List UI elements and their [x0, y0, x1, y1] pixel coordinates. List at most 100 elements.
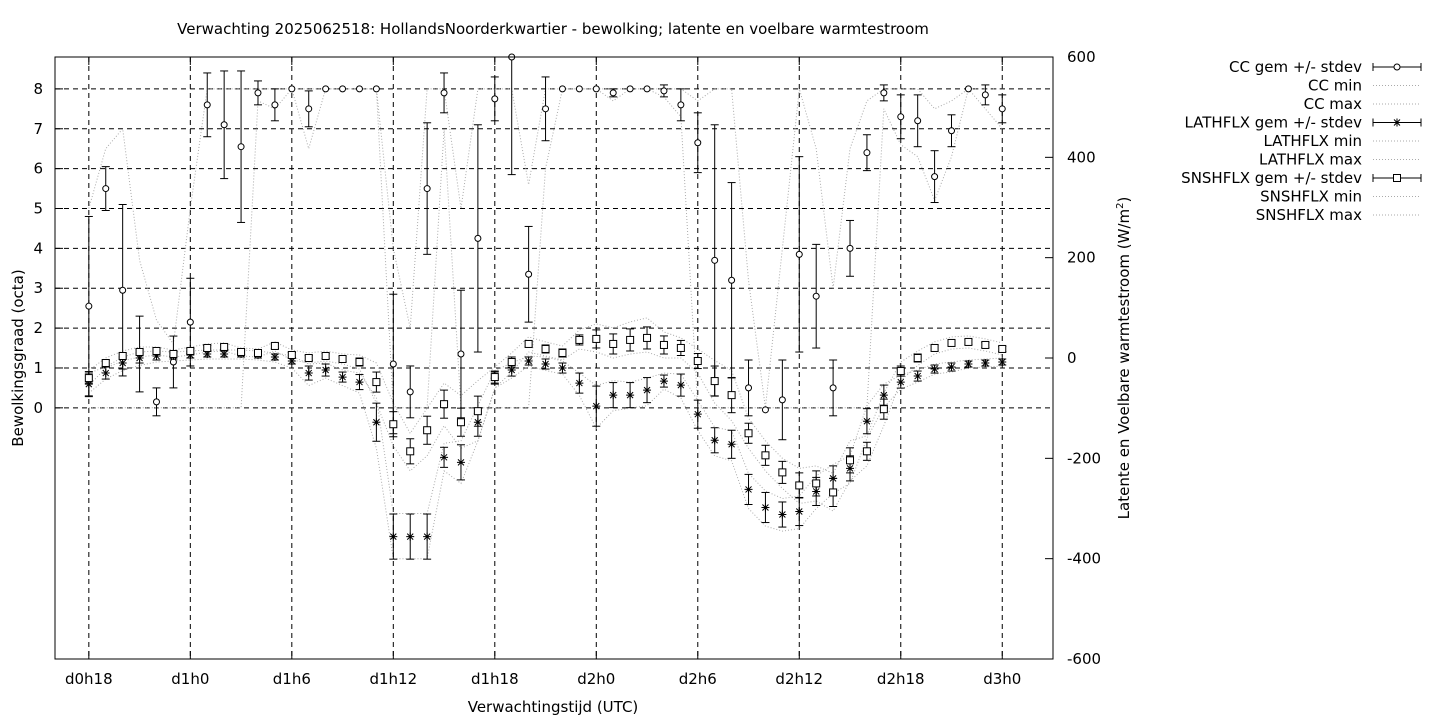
square-marker	[592, 334, 601, 343]
star-marker	[879, 391, 888, 400]
chart-title: Verwachting 2025062518: HollandsNoorderk…	[177, 20, 929, 38]
legend-label: SNSHFLX gem +/- stdev	[1181, 169, 1362, 187]
square-marker	[372, 378, 381, 387]
star-marker	[321, 366, 330, 375]
square-marker	[355, 358, 364, 367]
star-marker	[659, 377, 668, 386]
y-axis-ticks: 0 1 2 3 4 5 6 7 8	[33, 80, 63, 417]
circle-marker	[880, 89, 888, 97]
square-marker	[744, 429, 753, 438]
x-tick-label: d0h18	[65, 670, 113, 688]
circle-marker	[355, 85, 363, 93]
y-tick-label: 5	[33, 199, 43, 217]
square-marker	[947, 338, 956, 347]
square-marker	[186, 346, 195, 355]
x-tick-label: d1h6	[273, 670, 311, 688]
star-marker	[507, 366, 516, 375]
star-marker	[220, 349, 229, 358]
x-tick-label: d2h18	[877, 670, 925, 688]
square-marker	[829, 488, 838, 497]
star-marker	[270, 352, 279, 361]
star-marker	[592, 402, 601, 411]
circle-marker	[745, 384, 753, 392]
plot-frame	[54, 56, 1054, 660]
circle-marker	[474, 234, 482, 242]
circle-marker	[998, 105, 1006, 113]
circle-marker	[897, 113, 905, 121]
error-bars	[84, 57, 1007, 560]
square-marker	[118, 351, 127, 360]
star-marker	[643, 386, 652, 395]
square-marker	[338, 355, 347, 364]
star-marker	[304, 369, 313, 378]
square-marker	[727, 391, 736, 400]
y2-tick-label: 400	[1067, 148, 1096, 166]
star-marker	[761, 503, 770, 512]
square-marker	[237, 347, 246, 356]
star-marker	[626, 391, 635, 400]
square-marker	[152, 346, 161, 355]
circle-marker	[440, 89, 448, 97]
circle-marker	[203, 101, 211, 109]
min-max-line	[88, 347, 1003, 512]
square-marker	[693, 357, 702, 366]
star-marker	[473, 418, 482, 427]
square-marker	[846, 456, 855, 465]
y2-tick-label: -600	[1067, 650, 1101, 668]
star-marker	[152, 351, 161, 360]
circle-marker	[829, 384, 837, 392]
star-marker	[406, 532, 415, 541]
star-marker	[423, 532, 432, 541]
circle-marker	[711, 256, 719, 264]
circle-marker	[389, 360, 397, 368]
star-marker	[693, 410, 702, 419]
square-marker	[473, 407, 482, 416]
square-marker	[981, 340, 990, 349]
star-marker	[795, 507, 804, 516]
star-marker	[456, 458, 465, 467]
y2-tick-label: 600	[1067, 48, 1096, 66]
legend-label: LATHFLX min	[1263, 132, 1362, 150]
square-marker	[1393, 174, 1401, 182]
circle-marker	[372, 85, 380, 93]
circle-marker	[288, 85, 296, 93]
star-marker	[338, 373, 347, 382]
y-tick-label: 2	[33, 319, 43, 337]
star-marker	[355, 378, 364, 387]
star-marker	[203, 349, 212, 358]
y2-axis-ticks: -600 -400 -200 0 200 400 600	[1045, 48, 1101, 668]
square-marker	[490, 373, 499, 382]
legend-label: CC gem +/- stdev	[1229, 58, 1362, 76]
data-markers	[84, 53, 1007, 541]
circle-marker	[694, 139, 702, 147]
square-marker	[524, 339, 533, 348]
square-marker	[626, 335, 635, 344]
square-marker	[879, 405, 888, 414]
x-tick-label: d2h6	[679, 670, 717, 688]
star-marker	[541, 360, 550, 369]
star-marker	[676, 381, 685, 390]
legend-label: SNSHFLX max	[1256, 206, 1362, 224]
star-marker	[846, 464, 855, 473]
circle-marker	[457, 350, 465, 358]
circle-marker	[931, 173, 939, 181]
star-marker	[998, 358, 1007, 367]
star-marker	[118, 359, 127, 368]
circle-marker	[728, 276, 736, 284]
square-marker	[203, 343, 212, 352]
square-marker	[84, 374, 93, 383]
y2-axis-label-sup: 2	[1115, 203, 1126, 209]
star-marker	[727, 440, 736, 449]
y-tick-label: 1	[33, 359, 43, 377]
circle-marker	[406, 388, 414, 396]
star-marker	[913, 372, 922, 381]
star-marker	[981, 359, 990, 368]
star-marker	[930, 365, 939, 374]
star-marker	[524, 357, 533, 366]
min-max-lines	[88, 87, 1003, 560]
x-axis-ticks: d0h18 d1h0 d1h6 d1h12 d1h18 d2h0 d2h6 d2h12 d2h1…	[65, 57, 1021, 688]
legend-label: LATHFLX max	[1259, 151, 1362, 169]
circle-marker	[761, 406, 769, 414]
x-axis-label: Verwachtingstijd (UTC)	[468, 698, 639, 716]
